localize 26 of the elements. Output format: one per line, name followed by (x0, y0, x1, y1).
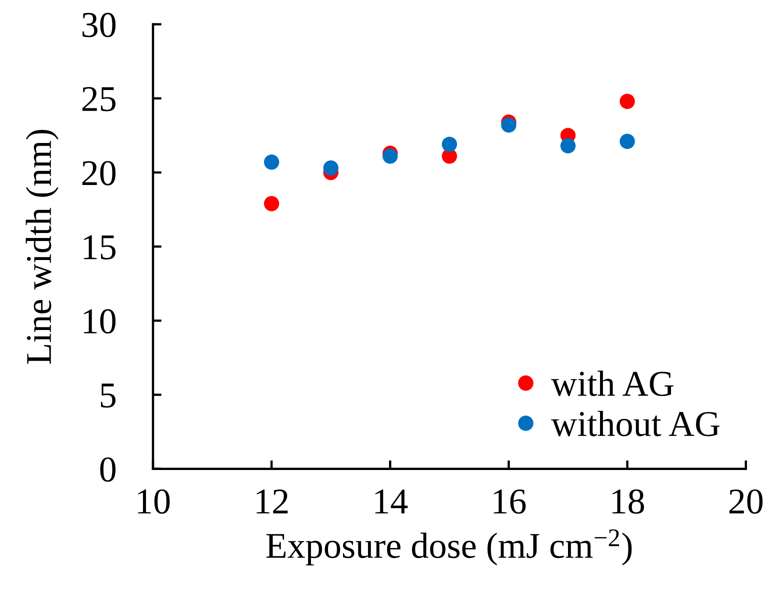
y-tick-label: 30 (82, 12, 116, 38)
point (382, 148, 398, 164)
x-axis-title: Exposure dose (mJ cm$^{−2}$) (266, 529, 632, 566)
legend-label: without AG (551, 410, 720, 436)
x-tick-label: 14 (375, 490, 408, 514)
x-tick-label: 16 (494, 489, 526, 514)
x-tick-label: 12 (256, 489, 288, 514)
y-axis-title: Line width (nm) (26, 130, 59, 364)
point (620, 94, 635, 109)
point (264, 196, 280, 212)
y-tick-label: 20 (82, 160, 116, 186)
y-tick-label: 5 (100, 384, 116, 408)
x-tick-label: 18 (612, 489, 644, 514)
y-tick-label: 25 (82, 86, 116, 112)
point (264, 154, 280, 170)
x-tick-label: 20 (729, 489, 763, 514)
y-tick-label: 10 (84, 309, 116, 334)
legend-label: with AG (551, 370, 674, 396)
x-tick-label: 10 (138, 489, 170, 514)
point (620, 134, 635, 149)
point (323, 160, 338, 176)
point (501, 117, 516, 133)
y-tick-label: 15 (84, 235, 116, 260)
point (442, 136, 458, 152)
point (560, 138, 576, 154)
y-tick-label: 0 (100, 457, 116, 482)
